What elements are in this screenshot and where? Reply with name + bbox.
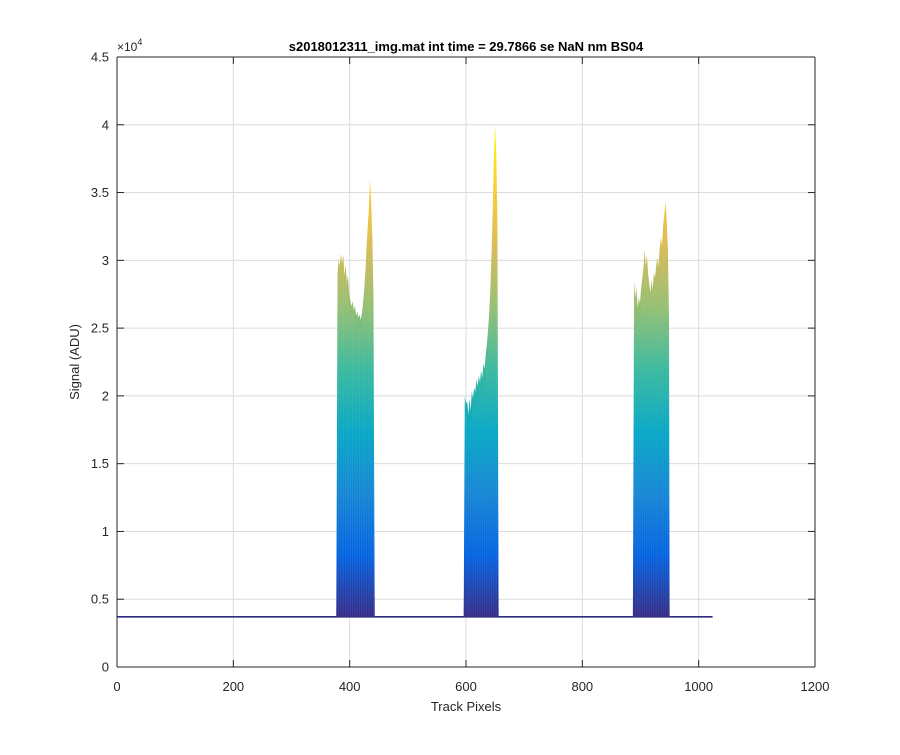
y-exponent-power: 4: [137, 37, 142, 47]
y-tick-label: 3.5: [91, 185, 109, 200]
peak-2: [463, 123, 499, 617]
y-tick-label: 2.5: [91, 321, 109, 336]
peak-1-core: [336, 348, 375, 617]
x-tick-label: 1000: [684, 679, 713, 694]
y-tick-label: 1: [102, 524, 109, 539]
y-tick-label: 2: [102, 388, 109, 403]
peak-3-core: [632, 344, 670, 617]
y-tick-label: 0: [102, 660, 109, 675]
y-tick-label: 1.5: [91, 456, 109, 471]
peak-3: [632, 202, 670, 617]
x-tick-label: 1200: [801, 679, 830, 694]
ticks: 0 200 400 600 800 1000 1200 0 0.5 1 1.5 2 2.5 3 3.5 4 4.…: [91, 50, 830, 695]
y-exponent-base: ×10: [117, 40, 138, 54]
peak-2-core: [463, 307, 499, 617]
y-tick-label: 4: [102, 117, 109, 132]
y-tick-label: 3: [102, 253, 109, 268]
x-tick-label: 600: [455, 679, 477, 694]
x-tick-label: 0: [113, 679, 120, 694]
y-tick-label: 4.5: [91, 50, 109, 65]
y-exponent: ×104: [117, 37, 142, 54]
x-tick-label: 200: [222, 679, 244, 694]
chart-title: s2018012311_img.mat int time = 29.7866 s…: [289, 39, 644, 54]
data-areas: [117, 123, 713, 618]
y-axis-label: Signal (ADU): [67, 324, 82, 400]
peak-1: [336, 179, 375, 617]
x-axis-label: Track Pixels: [431, 699, 502, 714]
y-tick-label: 0.5: [91, 592, 109, 607]
x-tick-label: 400: [339, 679, 361, 694]
x-tick-label: 800: [571, 679, 593, 694]
